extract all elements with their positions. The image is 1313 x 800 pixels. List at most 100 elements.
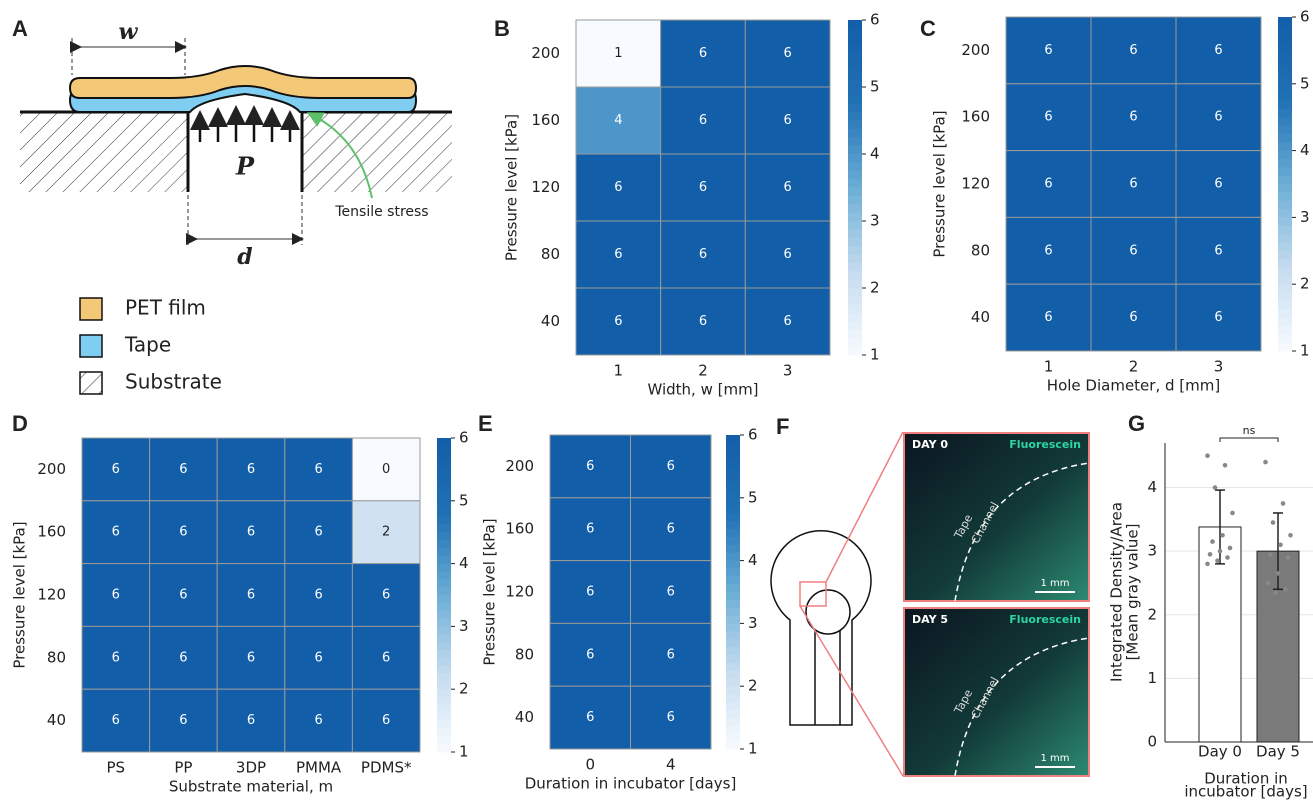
x-tick-label: 4 [666,756,676,774]
colorbar-step [726,458,740,467]
colorbar-label: 4 [748,551,758,569]
colorbar-label: 3 [459,617,469,635]
colorbar-step [726,552,740,562]
heatmap-cell [216,563,286,627]
stress-label: Tensile stress [334,204,428,220]
heatmap-cell [351,625,421,690]
heatmap-cell [284,500,353,565]
y-tick-label: 4 [1147,478,1157,496]
colorbar-step [437,602,451,612]
cell-label: 6 [1129,243,1137,258]
colorbar-step [437,540,451,549]
colorbar-step [437,485,451,494]
x-tick-label: 1 [1044,358,1054,376]
cell-label: 6 [179,588,187,603]
colorbar-step [726,497,740,507]
cell-label: 6 [1129,177,1137,192]
cell-label: 6 [667,647,675,662]
colorbar-step [1278,92,1292,101]
y-axis-label: Pressure level [kPa] [11,521,29,668]
cell-label: 6 [784,180,792,195]
cell-label: 6 [699,180,707,195]
cell-label: 6 [179,713,187,728]
heatmap-cell [630,560,712,624]
colorbar-step [437,516,451,525]
heatmap-cell [1005,283,1092,352]
colorbar-step [848,204,862,214]
y-axis-label: Pressure level [kPa] [481,518,499,665]
cell-label: 6 [784,113,792,128]
colorbar-step [1278,83,1292,93]
x-tick-label: 0 [585,756,595,774]
data-point [1220,532,1225,538]
colorbar-step [437,438,451,447]
colorbar-step [437,477,451,486]
colorbar-label: 4 [1300,141,1310,159]
colorbar-step [726,560,740,569]
cell-label: 6 [784,46,792,61]
colorbar-label: 2 [1300,275,1310,293]
colorbar-step [437,445,451,455]
colorbar-step [1278,242,1292,252]
colorbar-step [1278,75,1292,85]
data-point [1270,520,1276,525]
heatmap-cell [1175,283,1262,352]
x-tick-label: 1 [614,362,624,380]
annotation: ns [1243,424,1256,437]
colorbar-step [437,689,451,698]
data-point [1212,485,1218,490]
colorbar-step [726,521,740,530]
colorbar-step [1278,334,1292,344]
cell-label: 6 [1129,310,1137,325]
colorbar-label: 1 [748,740,758,758]
cell-label: 6 [1044,43,1052,58]
y-tick-label: 160 [961,108,990,126]
colorbar-step [437,587,451,596]
colorbar-step [437,657,451,667]
colorbar-step [1278,25,1292,35]
legend-label: Tape [124,333,171,357]
cell-label: 6 [314,525,322,540]
cell-label: 6 [1129,43,1137,58]
colorbar-step [848,70,862,80]
y-tick-label: 160 [531,111,560,129]
heatmap-cell [284,688,353,753]
heatmap-cell [630,685,712,750]
y-tick-label: 40 [971,308,990,326]
colorbar-step [848,279,862,289]
colorbar-step [1278,342,1292,352]
x-axis-label: Width, w [mm] [647,381,758,399]
x-axis-label: Duration in incubator [days] [525,775,737,793]
colorbar-step [726,505,740,514]
y-tick-label: 120 [37,586,66,604]
colorbar-step [726,741,740,750]
colorbar-step [726,599,740,609]
cell-label: 6 [382,650,390,665]
cell-label: 1 [614,46,622,61]
colorbar-step [437,697,451,706]
heatmap-cell [575,19,662,88]
colorbar-step [726,709,740,719]
colorbar-step [1278,158,1292,168]
colorbar-step [1278,167,1292,177]
data-point [1205,561,1210,567]
x-axis-label: incubator [days] [1184,783,1307,800]
heatmap-cell [81,625,151,690]
heatmap-cell [81,688,151,753]
colorbar-step [1278,200,1292,210]
cell-label: 6 [247,462,255,477]
y-tick-label: 80 [47,648,66,666]
y-tick-label: 80 [971,241,990,259]
colorbar-step [726,670,740,679]
legend-label: PET film [125,296,206,320]
data-point [1207,552,1213,557]
data-point [1227,545,1233,551]
colorbar-step [848,53,862,63]
y-tick-label: 40 [47,711,66,729]
colorbar-step [848,212,862,222]
colorbar-step [437,571,451,580]
colorbar-step [437,649,451,659]
cell-label: 6 [314,462,322,477]
colorbar-step [1278,108,1292,118]
colorbar-step [437,508,451,517]
